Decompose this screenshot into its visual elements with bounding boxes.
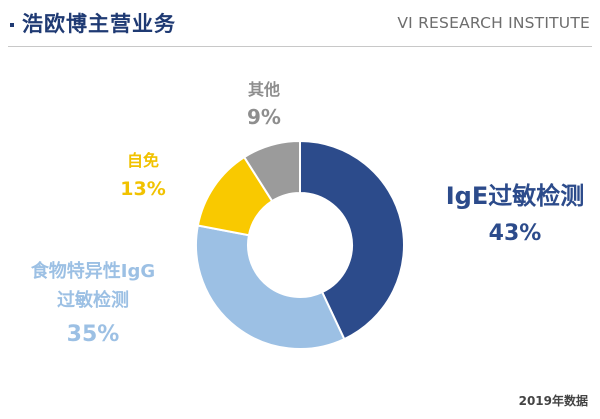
label-autoimmune: 自免 13% [108,150,178,206]
label-other-name: 其他 [247,80,280,99]
label-autoimmune-name: 自免 [126,151,159,170]
label-food-igg-pct: 35% [66,322,120,347]
label-ige: IgE过敏检测 43% [430,178,600,254]
data-year-note: 2019年数据 [518,394,588,408]
header: 浩欧博主营业务 VI RESEARCH INSTITUTE [0,0,600,48]
label-food-igg: 食物特异性IgG 过敏检测 35% [8,258,178,354]
page-title: 浩欧博主营业务 [22,12,176,36]
slice-ige [299,139,405,341]
slice-food-igg [195,224,346,350]
label-other: 其他 9% [228,80,300,134]
label-ige-pct: 43% [488,221,542,246]
title-bullet-icon [10,23,14,27]
slice-other [242,139,301,203]
brand-name: VI RESEARCH INSTITUTE [397,14,590,32]
label-ige-name: IgE过敏检测 [445,182,585,210]
label-food-igg-name-line2: 过敏检测 [57,290,129,311]
label-autoimmune-pct: 13% [120,178,166,200]
label-food-igg-name-line1: 食物特异性IgG [30,261,156,282]
label-other-pct: 9% [247,105,281,129]
header-divider [8,46,592,47]
